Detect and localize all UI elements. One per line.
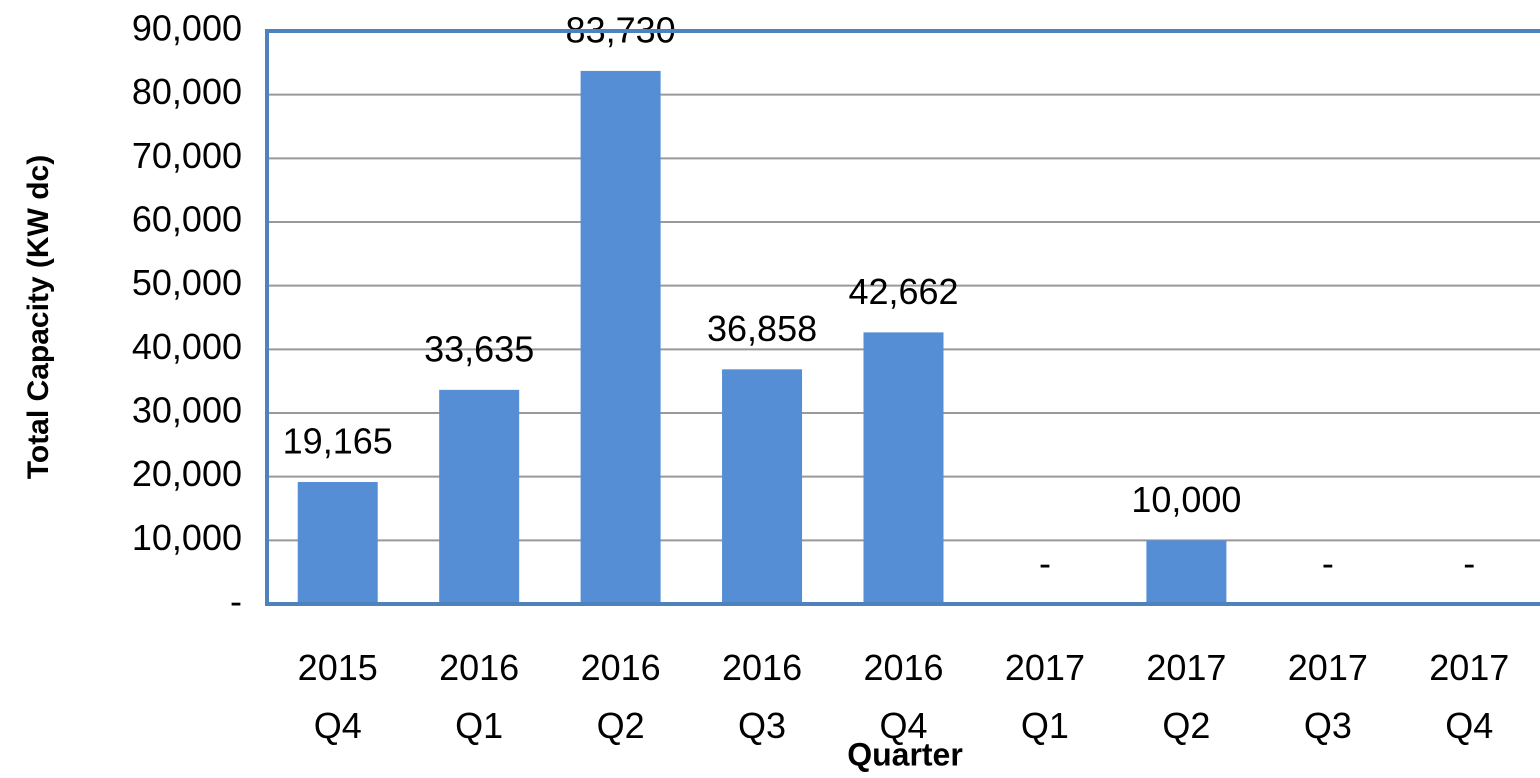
data-label: -	[1039, 543, 1051, 584]
x-tick-label: 2016 Q2	[580, 647, 661, 746]
bar	[1146, 540, 1227, 604]
y-tick-label: 10,000	[132, 517, 242, 558]
data-label: 42,662	[848, 271, 958, 312]
y-axis-title: Total Capacity (KW dc)	[22, 155, 55, 479]
y-tick-label: 20,000	[132, 453, 242, 494]
y-tick-label: -	[230, 581, 242, 622]
x-tick-label: 2017 Q4	[1429, 647, 1510, 746]
x-tick-label: 2017 Q3	[1287, 647, 1368, 746]
bar	[863, 332, 944, 604]
bar	[439, 389, 520, 604]
data-label: 33,635	[424, 328, 534, 369]
x-tick-label: 2016 Q4	[863, 647, 944, 746]
y-tick-label: 40,000	[132, 326, 242, 367]
y-tick-label: 50,000	[132, 262, 242, 303]
x-tick-label: 2016 Q3	[722, 647, 803, 746]
data-label: 36,858	[707, 308, 817, 349]
x-tick-label: 2015 Q4	[297, 647, 378, 746]
bar	[297, 481, 378, 604]
data-label: -	[1463, 543, 1475, 584]
y-tick-label: 60,000	[132, 199, 242, 240]
bar	[722, 369, 803, 604]
data-label: 19,165	[283, 420, 393, 461]
y-tick-label: 90,000	[132, 8, 242, 49]
x-tick-label: 2017 Q1	[1004, 647, 1085, 746]
x-tick-label: 2017 Q2	[1146, 647, 1227, 746]
plot-border	[265, 29, 1540, 606]
x-axis-title: Quarter	[847, 736, 963, 772]
bar	[580, 70, 661, 604]
y-tick-label: 30,000	[132, 390, 242, 431]
x-tick-label: 2016 Q1	[439, 647, 520, 746]
y-tick-label: 70,000	[132, 135, 242, 176]
data-label: -	[1322, 543, 1334, 584]
y-tick-label: 80,000	[132, 71, 242, 112]
data-label: 10,000	[1131, 479, 1241, 520]
